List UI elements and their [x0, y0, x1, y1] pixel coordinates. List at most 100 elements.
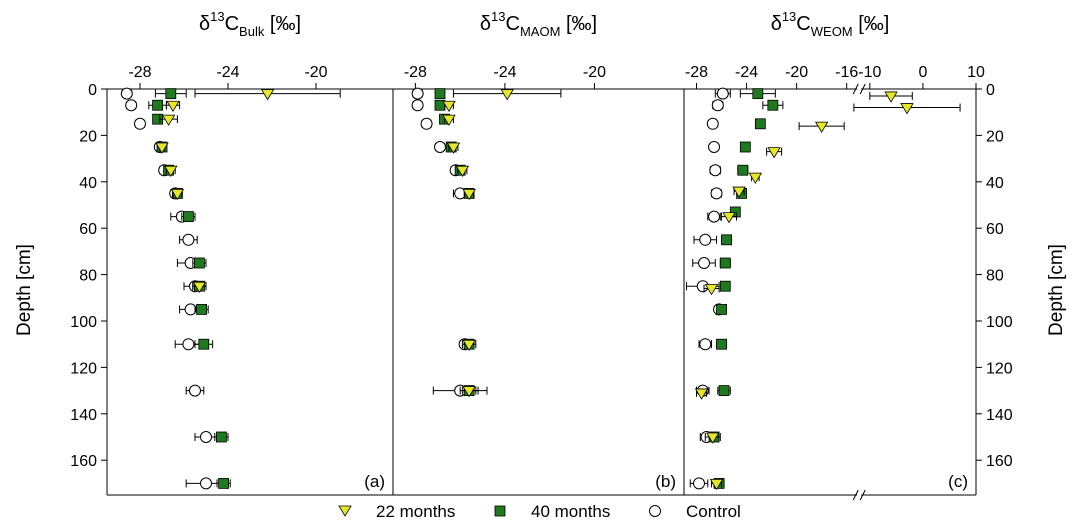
y-tick-label-left: 20 — [79, 128, 97, 145]
panel-title-c: C — [796, 13, 810, 35]
y-tick-label-left: 40 — [79, 175, 97, 192]
data-point-22-months — [260, 89, 275, 101]
y-axis-label-right: Depth [cm] — [1046, 244, 1067, 336]
axis-break-mark — [859, 83, 866, 95]
x-tick-label: -28 — [404, 64, 427, 81]
panel-title-sup: 13 — [491, 9, 505, 24]
data-point-22-months — [462, 386, 476, 398]
y-tick-label-right: 0 — [986, 82, 995, 99]
panel-label: (b) — [655, 472, 676, 491]
data-point-22-months — [462, 188, 476, 201]
series-22-months — [442, 89, 562, 398]
data-point-22-months — [155, 142, 169, 154]
y-tick-label-right: 40 — [986, 175, 1004, 192]
panel-title-sup: 13 — [210, 9, 224, 24]
legend: 22 months 40 months Control — [338, 502, 741, 521]
panel-title: δ13CBulk [‰] — [199, 9, 301, 39]
data-point-22-months — [884, 91, 898, 103]
panel-c: -28 -24 -20 -16 -10 0 10 δ13CWEOM [‰] (c) — [684, 9, 985, 501]
data-point-22-months — [732, 186, 746, 198]
data-point-control — [182, 233, 195, 246]
data-point-22-months — [814, 121, 829, 133]
data-point-control — [134, 117, 146, 130]
panel-title: δ13CMAOM [‰] — [480, 9, 597, 39]
panel-title-c: C — [506, 13, 520, 35]
data-point-control — [189, 384, 201, 397]
legend-marker-22-months — [338, 505, 352, 517]
legend-marker-control — [649, 505, 661, 517]
y-axis-label-left: Depth [cm] — [14, 244, 35, 336]
y-tick-label-right: 120 — [986, 360, 1013, 377]
y-tick-label-right: 160 — [986, 453, 1013, 470]
axis-break-mark — [852, 83, 859, 95]
data-point-control — [716, 87, 729, 100]
data-point-22-months — [748, 172, 763, 184]
legend-label: 22 months — [376, 502, 455, 521]
x-tick-label: -24 — [216, 64, 239, 81]
data-point-control — [182, 338, 195, 351]
x-tick-label: -24 — [735, 64, 758, 81]
panel-a: -28 -24 -20 δ13CBulk [‰] (a) — [107, 9, 394, 496]
data-point-22-months — [442, 100, 456, 113]
data-point-40-months — [718, 385, 730, 397]
data-point-40-months — [165, 88, 177, 100]
data-point-40-months — [767, 99, 779, 111]
data-point-22-months — [500, 89, 514, 101]
panel-title-main: δ — [771, 13, 782, 35]
data-point-control — [125, 99, 138, 112]
data-point-22-months — [900, 103, 914, 115]
data-point-22-months — [161, 114, 176, 126]
data-point-control — [709, 164, 722, 177]
data-point-22-months — [462, 339, 476, 351]
panel-title-sub: Bulk — [239, 24, 265, 39]
x-tick-label: -28 — [685, 64, 708, 81]
panel-label: (c) — [948, 472, 968, 491]
data-point-22-months — [164, 165, 178, 177]
y-tick-label-left: 100 — [70, 314, 97, 331]
y-tick-label-right: 140 — [986, 407, 1013, 424]
series-control — [120, 87, 227, 490]
data-point-22-months — [446, 142, 461, 154]
data-point-40-months — [739, 141, 751, 153]
panel-title-main: δ — [199, 13, 210, 35]
data-point-22-months — [704, 284, 719, 296]
data-point-22-months — [166, 100, 180, 113]
data-point-40-months — [193, 257, 205, 269]
data-point-control — [411, 87, 424, 100]
data-point-40-months — [198, 338, 210, 350]
data-point-control — [711, 99, 724, 112]
legend-label: 40 months — [531, 502, 610, 521]
y-tick-label-right: 80 — [986, 268, 1004, 285]
data-point-control — [693, 477, 706, 490]
data-point-control — [420, 117, 433, 130]
panel-title-unit: [‰] — [560, 13, 597, 35]
panel-title-sub: WEOM — [811, 24, 853, 39]
data-point-40-months — [719, 257, 731, 269]
y-tick-label-left: 120 — [70, 360, 97, 377]
panel-title-sub: MAOM — [520, 24, 560, 39]
x-tick-label: -24 — [493, 64, 516, 81]
x-tick-label: -28 — [128, 64, 151, 81]
data-point-22-months — [694, 388, 709, 400]
data-point-control — [184, 303, 197, 316]
data-point-40-months — [434, 88, 446, 100]
data-point-control — [120, 87, 133, 100]
data-point-40-months — [716, 338, 727, 350]
axis-break-mark — [859, 489, 866, 501]
data-point-control — [708, 141, 721, 153]
x-tick-label: -10 — [858, 64, 881, 81]
x-tick-label: -16 — [835, 64, 858, 81]
y-tick-label-left: 140 — [70, 407, 97, 424]
y-tick-label-right: 20 — [986, 128, 1004, 145]
data-point-control — [411, 99, 424, 112]
data-point-22-months — [455, 165, 470, 177]
x-tick-label: 0 — [918, 64, 927, 81]
data-point-40-months — [721, 234, 732, 246]
panel-title-unit: [‰] — [264, 13, 301, 35]
y-tick-label-left: 60 — [79, 221, 97, 238]
panel-title-unit: [‰] — [853, 13, 890, 35]
series-control — [411, 87, 488, 397]
data-point-control — [710, 187, 723, 200]
